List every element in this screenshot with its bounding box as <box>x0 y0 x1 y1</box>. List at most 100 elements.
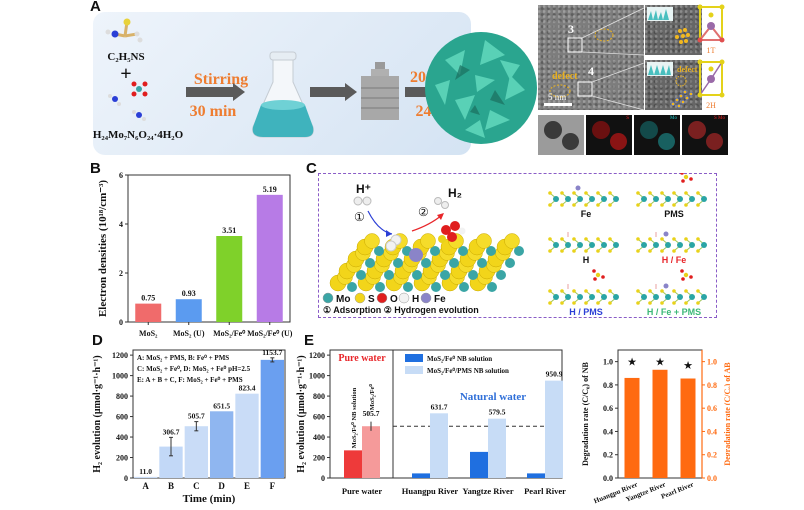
zoom-region-3-annotations <box>647 7 690 44</box>
chart-d-h2-evolution: 0 200 400 600 800 1000 1200 11.0 A 306.7 B 505.7 C 65… <box>92 348 286 505</box>
bar <box>134 476 158 478</box>
atom-legend-label: Fe <box>434 294 446 305</box>
arrow-icon <box>310 83 357 101</box>
scale-bar-label: 5 nm <box>548 92 566 102</box>
dft-model: H / Fe + PMS <box>636 269 707 317</box>
x-tick-label: Huangpu River <box>402 486 459 496</box>
bar <box>256 194 283 322</box>
bar-value-label: 631.7 <box>431 402 448 411</box>
legend-text: A: MoS₂ + PMS, B: Fe⁰ + PMS <box>137 354 229 362</box>
s-atom <box>476 233 492 249</box>
s-atom <box>636 301 640 305</box>
o-atom <box>593 277 597 281</box>
s-atom <box>608 289 612 293</box>
bar <box>260 359 284 478</box>
s-atom <box>584 191 588 195</box>
reagent2-formula: H₂₄Mo₇N₆O₂₄·4H₂O <box>93 129 184 141</box>
o-atom <box>680 269 684 273</box>
defect-label: defect <box>677 65 698 74</box>
y-tick-label: 400 <box>116 433 128 442</box>
mo-atom <box>689 294 695 300</box>
s-atom <box>684 237 688 241</box>
s-atom <box>636 203 640 207</box>
bar <box>184 426 208 478</box>
s-atom <box>696 237 700 241</box>
dft-models-box <box>318 173 717 318</box>
mo-atom <box>384 270 394 280</box>
bar-value-label: 0.75 <box>141 294 155 303</box>
region-4-label: 4 <box>588 64 594 78</box>
mo-atom <box>577 242 583 248</box>
mo-atom <box>701 294 707 300</box>
s-atom <box>572 289 576 293</box>
molybdate-molecule <box>108 81 148 121</box>
right-y-tick-label: 0.8 <box>707 381 717 390</box>
o-atom <box>681 277 685 281</box>
2h-label: 2H <box>706 101 716 110</box>
mo-atom <box>577 294 583 300</box>
s-atom <box>596 249 600 253</box>
x-tick-label: MoS₂/Fe⁰ (U) <box>247 329 293 338</box>
bar <box>545 380 563 478</box>
s-atom <box>672 203 676 207</box>
s-atom <box>560 289 564 293</box>
s-atom <box>548 237 552 241</box>
h-plus-label: H⁺ <box>356 182 371 196</box>
s-atom <box>660 289 664 293</box>
s-atom <box>560 301 564 305</box>
legend-swatch <box>405 354 423 362</box>
mo-atom <box>665 196 671 202</box>
s-atom <box>608 249 612 253</box>
mo-atom <box>477 258 487 268</box>
bar <box>624 377 640 478</box>
s-atom <box>696 191 700 195</box>
legend-text: E: A + B + C, F: MoS₂ + Fe⁰ + PMS <box>137 376 243 384</box>
chart-b-electron-densities: 0 2 4 6 0.75 MoS₂ 0.93 MoS₂ (U) 3.51 MoS₂/Fe⁰ 5.19… <box>97 171 293 338</box>
atom-legend-label: S <box>368 294 375 305</box>
s-atom <box>684 301 688 305</box>
x-tick-label: E <box>244 481 250 491</box>
autoclave-icon <box>361 62 399 120</box>
s-atom <box>660 237 664 241</box>
arrow-icon <box>186 83 245 101</box>
mo-atom <box>565 294 571 300</box>
bar <box>210 411 234 478</box>
s-atom <box>660 191 664 195</box>
mo-atom <box>653 242 659 248</box>
atom-legend-label: Mo <box>336 294 350 305</box>
x-tick-label: Pure water <box>342 486 382 496</box>
s-atom <box>548 249 552 253</box>
plus-sign: + <box>120 63 131 85</box>
s-atom <box>660 301 664 305</box>
s-atom <box>572 237 576 241</box>
y-axis-label: H₂ evolution (μmol·g⁻¹·h⁻¹) <box>296 355 307 472</box>
mo-atom <box>496 270 506 280</box>
arrow-icon <box>437 213 444 220</box>
legend-text: C: MoS₂ + Fe⁰, D: MoS₂ + Fe⁰ pH=2.5 <box>137 365 251 373</box>
mo-atom <box>403 282 413 292</box>
mo-atom <box>589 242 595 248</box>
chart-e-natural-water: 0 200 400 600 800 1000 1200 Pure water Natural w… <box>296 349 566 496</box>
y-axis-label: Electron densities (10¹⁸/cm⁻³) <box>97 180 109 317</box>
mo-atom <box>459 282 469 292</box>
s-atom <box>696 301 700 305</box>
s-atom <box>608 237 612 241</box>
step1-label-line2: 30 min <box>190 103 237 120</box>
y-tick-label: 200 <box>116 454 128 463</box>
bar-value-label: 505.7 <box>363 409 380 418</box>
chart-e-degradation-rate: 0.00.20.40.60.81.00.00.20.40.60.81.0★Hua… <box>581 349 730 505</box>
bar-value-label: 306.7 <box>163 427 180 436</box>
s-atom <box>572 301 576 305</box>
x-axis-label: Time (min) <box>183 493 236 505</box>
mo-atom <box>589 196 595 202</box>
s-atom <box>420 233 436 249</box>
atom-legend-label: O <box>390 294 398 305</box>
dft-model-label: H <box>583 255 590 265</box>
dft-model: H / Fe <box>636 231 707 265</box>
mo-atom <box>486 246 496 256</box>
bar <box>362 426 380 478</box>
mo-atom <box>505 258 515 268</box>
s-atom <box>504 233 520 249</box>
mo-atom <box>601 196 607 202</box>
mo-mapping-label: Mo <box>670 116 677 121</box>
